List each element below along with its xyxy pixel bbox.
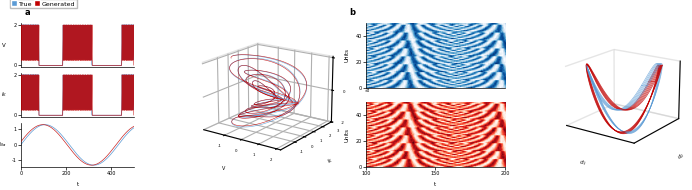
Y-axis label: $I_K$: $I_K$ [1,91,7,99]
Y-axis label: $I_{Na}$: $I_{Na}$ [0,140,6,149]
X-axis label: $d_1$: $d_1$ [578,158,587,168]
X-axis label: t: t [76,182,78,187]
Y-axis label: Units: Units [345,128,349,142]
Text: b: b [349,8,356,17]
Y-axis label: $I_K$: $I_K$ [326,156,336,166]
Y-axis label: Units: Units [345,48,349,62]
X-axis label: V: V [222,166,226,171]
X-axis label: t: t [435,182,437,187]
Y-axis label: V: V [2,43,6,48]
Legend: True, Generated: True, Generated [10,0,77,8]
Text: a: a [24,8,30,17]
Y-axis label: $d_2$: $d_2$ [676,150,686,162]
